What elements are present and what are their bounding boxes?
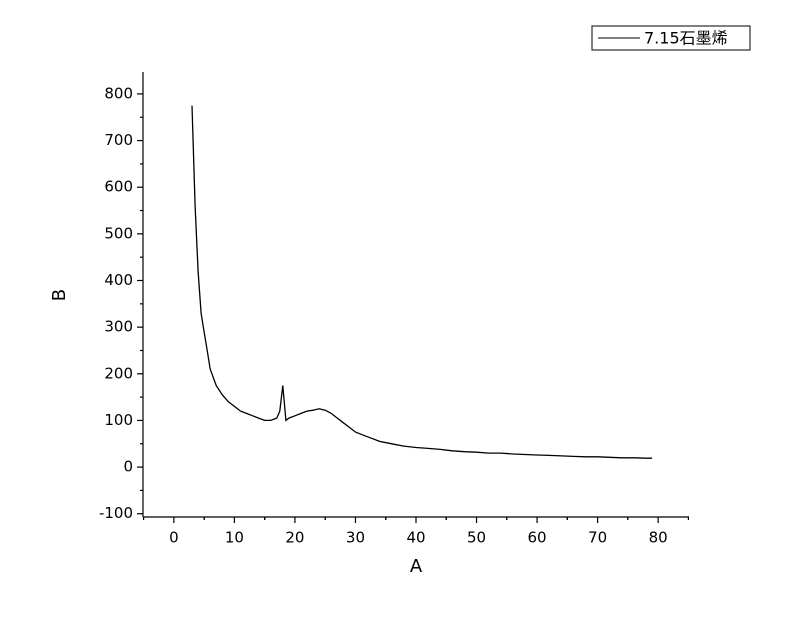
y-tick-label: -100: [99, 504, 133, 522]
y-tick-label: 200: [104, 364, 133, 382]
legend: 7.15石墨烯: [591, 25, 751, 51]
y-tick-label: 800: [104, 84, 133, 102]
y-tick-label: 300: [104, 318, 133, 336]
x-axis-label: A: [410, 556, 423, 577]
x-tick-label: 40: [406, 529, 425, 547]
x-tick-label: 50: [467, 529, 486, 547]
x-tick-label: 0: [169, 529, 179, 547]
y-tick-label: 500: [104, 224, 133, 242]
y-tick-label: 400: [104, 271, 133, 289]
x-tick-label: 10: [225, 529, 244, 547]
y-tick-label: 700: [104, 131, 133, 149]
x-tick-label: 80: [649, 529, 668, 547]
data-line: [191, 105, 653, 459]
x-tick-label: 70: [588, 529, 607, 547]
y-tick-label: 600: [104, 178, 133, 196]
x-tick-label: 60: [528, 529, 547, 547]
y-axis-label: B: [49, 289, 70, 301]
y-tick-label: 0: [123, 458, 133, 476]
legend-label: 7.15石墨烯: [644, 29, 728, 48]
x-tick-label: 20: [285, 529, 304, 547]
x-tick-label: 30: [346, 529, 365, 547]
y-tick-label: 100: [104, 411, 133, 429]
